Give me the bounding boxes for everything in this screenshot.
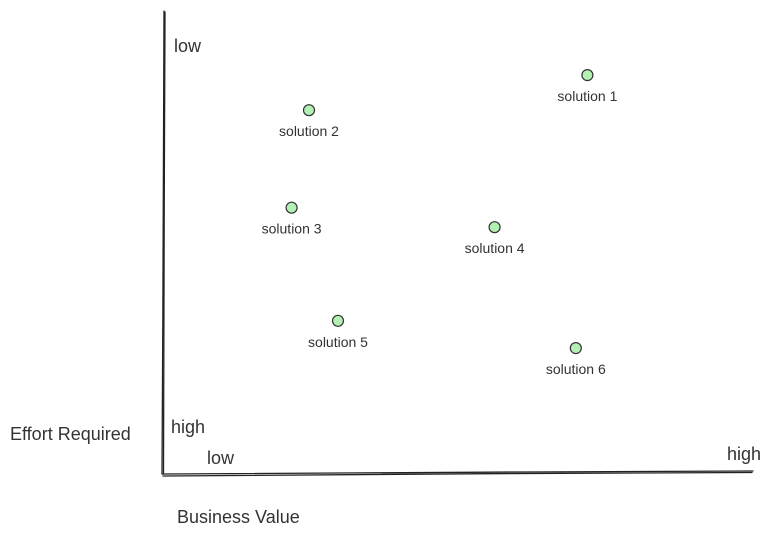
x-axis-low-label: low [207, 448, 235, 468]
points-layer: solution 1 solution 2 solution 3 solution 4… [262, 68, 618, 377]
x-axis-line [161, 470, 754, 475]
data-point [488, 221, 501, 234]
data-point [302, 104, 316, 117]
y-axis-line-sketch [162, 11, 166, 474]
x-axis-high-label: high [727, 444, 761, 464]
data-point [569, 342, 582, 355]
data-point [285, 201, 298, 214]
y-axis-high-label: high [171, 417, 205, 437]
point-label: solution 5 [308, 334, 368, 350]
data-point [331, 314, 345, 327]
x-axis-line-sketch [162, 471, 753, 477]
y-axis-low-label: low [174, 36, 202, 56]
y-axis-title: Effort Required [10, 424, 131, 444]
point-label: solution 6 [546, 361, 606, 377]
point-label: solution 4 [465, 240, 525, 256]
point-label: solution 3 [262, 221, 322, 237]
data-point [581, 68, 594, 82]
y-axis-line [161, 10, 165, 475]
point-label: solution 1 [557, 88, 617, 104]
x-axis-title: Business Value [177, 507, 300, 527]
point-label: solution 2 [279, 123, 339, 139]
